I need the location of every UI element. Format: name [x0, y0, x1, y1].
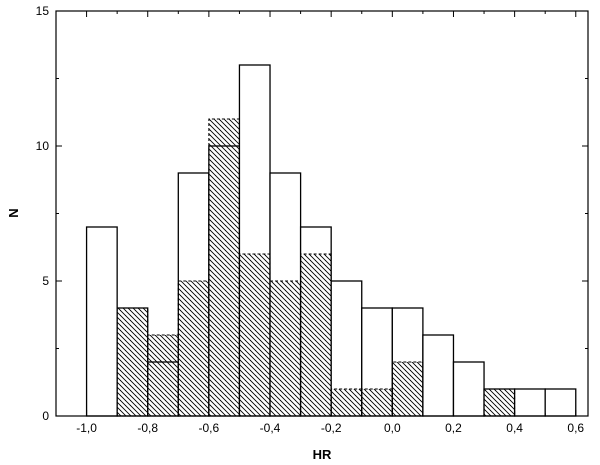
hatched-bar-fill	[484, 389, 515, 416]
open-bar-15	[544, 388, 577, 417]
hatched-bar-outline	[483, 388, 516, 416]
y-tick-label: 0	[42, 409, 49, 423]
hatched-bar-1	[147, 334, 179, 416]
x-axis-title: HR	[313, 447, 332, 462]
hatched-bar-outline	[208, 118, 240, 416]
hatched-bar-outline	[300, 253, 332, 416]
open-bar-0	[85, 226, 118, 417]
hatched-bar-fill	[239, 254, 271, 416]
hatched-bar-outline	[116, 307, 149, 416]
y-axis-title: N	[6, 208, 21, 217]
hatched-bar-fill	[147, 335, 179, 416]
hatched-bar-10	[483, 388, 516, 416]
hatched-bar-fill	[117, 308, 148, 416]
x-tick-label: 0,4	[506, 421, 523, 435]
open-bar-12	[452, 361, 485, 417]
hatched-bar-4	[238, 253, 271, 416]
hatched-bar-2	[177, 280, 210, 416]
hatched-bar-fill	[300, 254, 332, 416]
hatched-bar-0	[116, 307, 149, 416]
hatched-bar-outline	[330, 388, 363, 416]
x-tick-label: -0,4	[260, 421, 281, 435]
y-tick-label: 15	[36, 4, 50, 18]
x-tick-label: -0,2	[321, 421, 342, 435]
x-tick-label: 0,2	[445, 421, 462, 435]
hatched-bar-fill	[270, 281, 301, 416]
hatched-bar-7	[330, 388, 363, 416]
hatched-bar-8	[361, 388, 393, 416]
x-tick-label: -1,0	[76, 421, 97, 435]
hatched-bar-fill	[392, 362, 423, 416]
hatched-bar-outline	[269, 280, 302, 416]
hatched-bar-6	[300, 253, 332, 416]
hatched-bar-outline	[177, 280, 210, 416]
hatched-bar-fill	[361, 389, 393, 416]
axis-ticks	[56, 10, 588, 417]
hatched-bar-3	[208, 118, 240, 416]
open-bar-11	[422, 334, 455, 417]
hatched-bar-outline	[391, 361, 424, 416]
hatched-bar-fill	[331, 389, 362, 416]
tick-labels: -1,0 -0,8 -0,6 -0,4 -0,2 0,0 0,2 0,4 0,6 0 5 10 15	[36, 4, 585, 435]
hatched-bars	[116, 118, 516, 416]
hatched-bar-fill	[208, 119, 240, 416]
hatched-bar-outline	[238, 253, 271, 416]
x-tick-label: -0,6	[199, 421, 220, 435]
hatched-bar-5	[269, 280, 302, 416]
open-bar-14	[513, 388, 546, 417]
hatched-bar-9	[391, 361, 424, 416]
y-tick-label: 10	[36, 139, 50, 153]
x-tick-label: -0,8	[137, 421, 158, 435]
x-tick-label: 0,0	[384, 421, 401, 435]
hatched-bar-fill	[178, 281, 209, 416]
y-tick-label: 5	[42, 274, 49, 288]
x-tick-label: 0,6	[567, 421, 584, 435]
